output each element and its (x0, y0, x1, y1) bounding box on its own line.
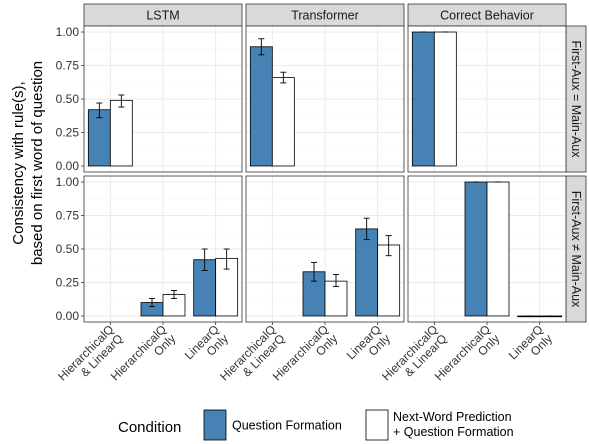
bar (433, 31, 457, 167)
y-axis-label: Consistency with rule(s), (10, 81, 27, 244)
legend-label-line: Next-Word Prediction (393, 410, 512, 424)
error-bar (118, 94, 125, 108)
y-tick-label: 0.75 (56, 209, 80, 223)
error-bar (96, 102, 103, 119)
legend-label: Question Formation (232, 419, 342, 433)
bar (271, 77, 295, 167)
error-bar (385, 235, 392, 257)
column-strip-label: Transformer (291, 9, 359, 23)
panel-border (407, 25, 567, 173)
legend-swatch (203, 409, 227, 441)
legend-label: Next-Word Prediction + Question Formation (393, 410, 514, 439)
y-tick-label: 0.00 (56, 309, 80, 323)
panel-border (245, 25, 405, 173)
bar (486, 181, 510, 317)
y-tick-label: 1.00 (56, 25, 80, 39)
y-tick-label: 1.00 (56, 175, 80, 189)
bar (411, 31, 435, 167)
legend-label-line: + Question Formation (393, 425, 514, 439)
y-tick-label: 0.00 (56, 159, 80, 173)
bar (464, 181, 488, 317)
error-bar (363, 217, 370, 241)
y-tick-label: 0.25 (56, 275, 80, 289)
column-strip-label: LSTM (146, 9, 179, 23)
x-tick-label: HierarchicalQOnly (432, 322, 502, 392)
error-bar (333, 273, 339, 287)
error-bar (149, 298, 155, 308)
legend-title: Condition (118, 419, 181, 436)
error-bar (258, 38, 265, 56)
y-axis-label: based on first word of question (29, 61, 46, 265)
legend-swatch (365, 409, 389, 441)
error-bar (280, 71, 287, 84)
error-bar (171, 290, 177, 300)
y-tick-label: 0.50 (56, 92, 80, 106)
x-tick-label: LinearQOnly (182, 322, 231, 371)
y-tick-label: 0.75 (56, 59, 80, 73)
row-strip-label: First-Aux = Main-Aux (569, 40, 583, 158)
x-tick-label: LinearQOnly (344, 322, 393, 371)
error-bar (311, 261, 317, 282)
column-strip-label: Correct Behavior (440, 9, 534, 23)
y-tick-label: 0.50 (56, 242, 80, 256)
row-strip-label: First-Aux ≠ Main-Aux (569, 191, 583, 308)
error-bar (201, 248, 208, 271)
legend: Condition Question Formation Next-Word Pre… (118, 409, 514, 441)
bar (355, 228, 379, 317)
x-tick-label: LinearQOnly (506, 322, 555, 371)
error-bar (223, 248, 230, 270)
bar (249, 46, 273, 167)
x-tick-label: HierarchicalQOnly (108, 322, 178, 392)
y-tick-label: 0.25 (56, 125, 80, 139)
bar (109, 99, 133, 167)
x-tick-label: HierarchicalQOnly (270, 322, 340, 392)
